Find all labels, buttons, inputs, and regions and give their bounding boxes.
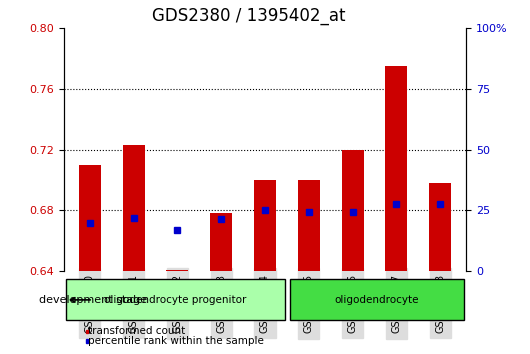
Bar — [123, 145, 145, 271]
Bar — [166, 269, 188, 271]
Bar — [254, 180, 276, 271]
Bar — [385, 66, 407, 271]
Bar — [429, 183, 451, 271]
Bar — [342, 150, 364, 271]
Text: transformed count: transformed count — [89, 326, 186, 336]
Bar — [86, 339, 88, 343]
Text: oligodendrocyte progenitor: oligodendrocyte progenitor — [104, 295, 246, 305]
Text: oligodendrocyte: oligodendrocyte — [334, 295, 419, 305]
FancyBboxPatch shape — [66, 279, 285, 320]
Text: development stage: development stage — [39, 295, 147, 305]
FancyBboxPatch shape — [289, 279, 464, 320]
Bar — [86, 330, 88, 333]
Bar — [79, 165, 101, 271]
Text: percentile rank within the sample: percentile rank within the sample — [89, 336, 264, 346]
Bar — [298, 180, 320, 271]
Bar — [210, 213, 232, 271]
Text: GDS2380 / 1395402_at: GDS2380 / 1395402_at — [152, 7, 346, 25]
